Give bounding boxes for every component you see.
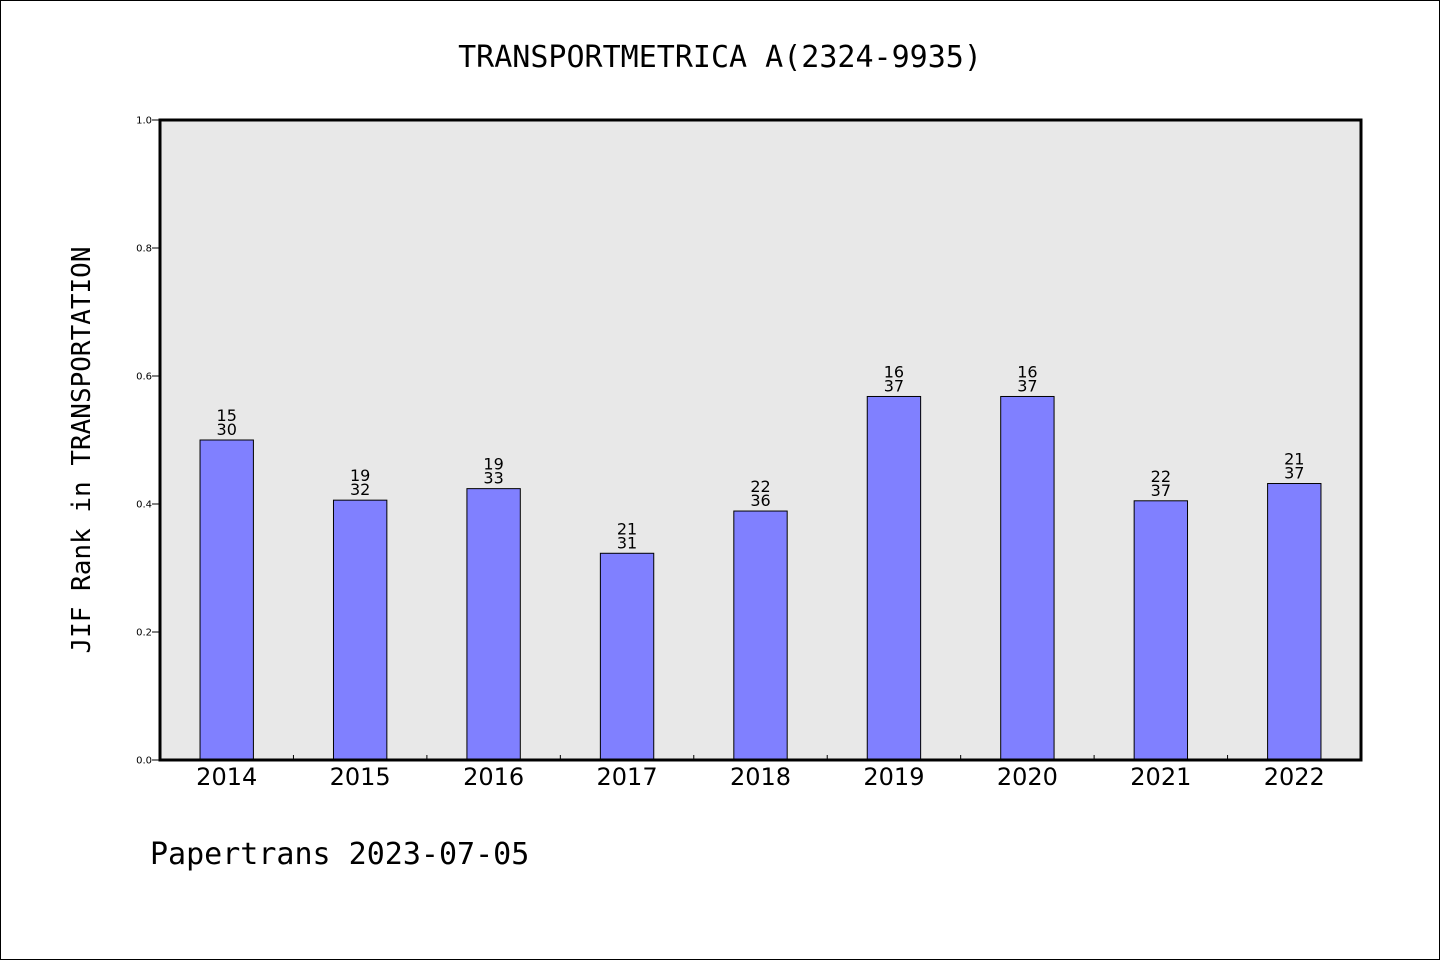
bar-total-label: 30 <box>217 420 237 439</box>
plot-border <box>158 118 1363 762</box>
y-tick-label: 0.0 <box>136 756 152 767</box>
bar-total-label: 31 <box>617 533 637 552</box>
bar-total-label: 36 <box>750 491 770 510</box>
y-axis-label: JIF Rank in TRANSPORTATION <box>67 247 97 654</box>
bar-2017 <box>599 552 655 761</box>
bar-total-label: 32 <box>350 480 370 499</box>
bar-2016 <box>466 488 521 761</box>
bar-2021 <box>1133 500 1189 761</box>
x-tick-label: 2020 <box>997 763 1058 791</box>
footer-text: Papertrans 2023-07-05 <box>150 837 529 872</box>
bar-2014 <box>199 439 254 761</box>
x-tick-label: 2017 <box>597 763 658 791</box>
x-tick-label: 2019 <box>863 763 924 791</box>
x-tick-label: 2021 <box>1130 763 1191 791</box>
bars <box>199 395 1322 761</box>
bar-total-label: 37 <box>1284 464 1304 483</box>
bar-rank-label: 22 <box>1151 467 1171 486</box>
x-tick-label: 2014 <box>196 763 257 791</box>
bar-2019 <box>866 395 922 761</box>
bar-total-label: 33 <box>483 469 503 488</box>
y-axis-ticks: 0.0 0.2 0.4 0.6 0.8 1.0 <box>136 116 160 767</box>
bar-rank-label: 21 <box>617 519 637 538</box>
bar-total-label: 37 <box>884 376 904 395</box>
bar-total-label: 37 <box>1151 481 1171 500</box>
bar-2022 <box>1267 483 1322 761</box>
y-tick-label: 1.0 <box>136 116 152 127</box>
x-tick-label: 2022 <box>1264 763 1325 791</box>
bar-rank-label: 21 <box>1284 450 1304 469</box>
bar-rank-label: 19 <box>350 466 370 485</box>
chart-title: TRANSPORTMETRICA A(2324-9935) <box>458 40 982 75</box>
bar-rank-label: 19 <box>483 455 503 474</box>
bar-rank-label: 22 <box>750 477 770 496</box>
bar-2015 <box>332 499 388 761</box>
bar-2018 <box>733 510 788 761</box>
x-tick-label: 2015 <box>330 763 391 791</box>
bar-2020 <box>1000 395 1055 761</box>
y-tick-label: 0.8 <box>136 244 152 255</box>
bar-rank-label: 16 <box>1017 362 1037 381</box>
bar-total-label: 37 <box>1017 376 1037 395</box>
x-tick-label: 2016 <box>463 763 524 791</box>
bar-rank-label: 15 <box>217 406 237 425</box>
y-tick-label: 0.4 <box>136 500 152 511</box>
y-tick-label: 0.2 <box>136 628 152 639</box>
x-axis-ticks: 2014 2015 2016 2017 2018 2019 2020 2021 2022 <box>196 755 1325 791</box>
y-tick-label: 0.6 <box>136 372 152 383</box>
x-tick-label: 2018 <box>730 763 791 791</box>
bar-rank-label: 16 <box>884 362 904 381</box>
